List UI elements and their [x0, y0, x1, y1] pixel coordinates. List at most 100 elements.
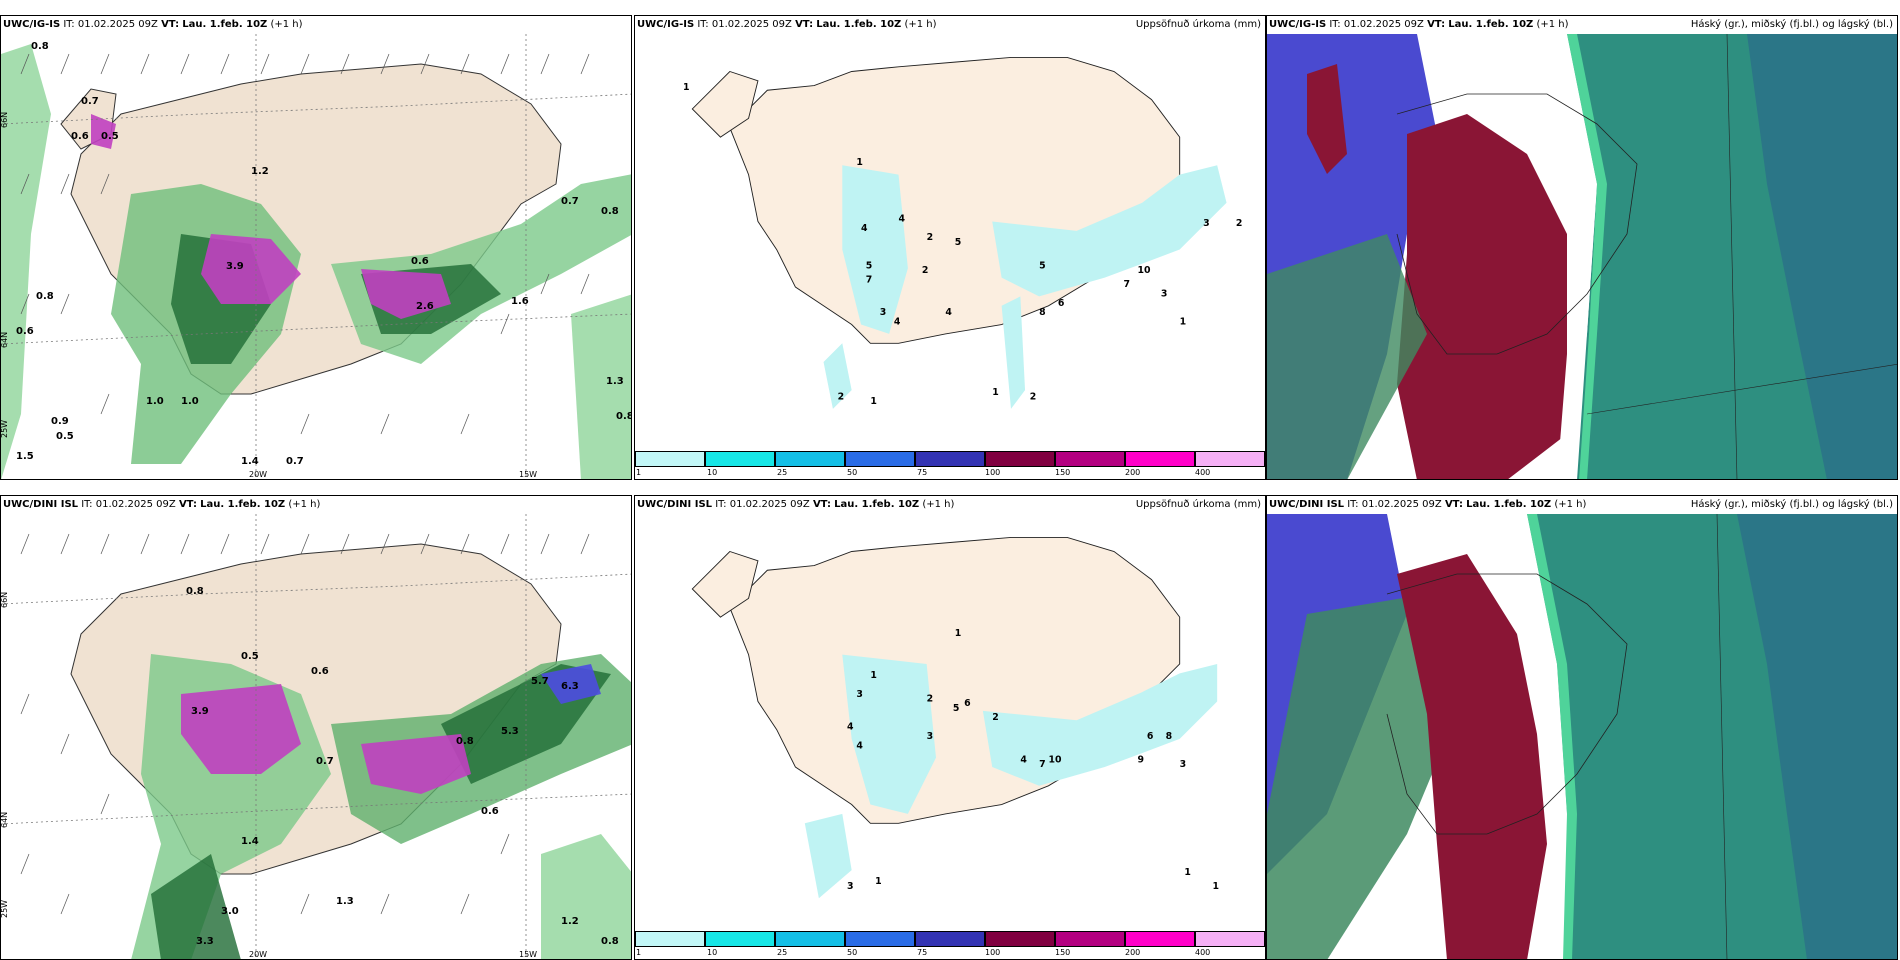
colorbar-segment [705, 931, 775, 947]
precip-value: 1.6 [511, 296, 529, 307]
light-cyan-accum [804, 813, 852, 899]
accum-value: 2 [992, 712, 999, 723]
precip-value: 0.8 [616, 411, 632, 422]
precip-value: 0.6 [16, 326, 34, 337]
colorbar-segment [705, 451, 775, 467]
cloud-map [1267, 34, 1897, 479]
green-precip-band [541, 834, 631, 959]
low-cloud-area [1307, 64, 1347, 174]
white-gap [1487, 514, 1567, 959]
lat-line [1, 793, 631, 825]
accum-value: 7 [866, 274, 873, 285]
accum-value: 5 [1039, 260, 1046, 271]
colorbar-tick: 150 [1055, 468, 1071, 477]
accum-value: 2 [1236, 218, 1243, 229]
panel-header: UWC/IG-IS IT: 01.02.2025 09Z VT: Lau. 1.… [3, 19, 303, 30]
colorbar-tick: 200 [1125, 948, 1141, 957]
colorbar-segment [1195, 931, 1265, 947]
precip-value: 5.7 [531, 676, 549, 687]
colorbar-tick: 25 [777, 468, 788, 477]
colorbar-segment [775, 931, 845, 947]
lon-label: 20W [249, 470, 267, 479]
dark-green-core [151, 854, 241, 959]
colorbar-tick: 25 [777, 948, 788, 957]
colorbar-segment [1055, 451, 1125, 467]
accum-value: 3 [1161, 288, 1168, 299]
light-cyan-accum [992, 165, 1227, 297]
colorbar-segment [635, 931, 705, 947]
lon-label: 15W [519, 950, 537, 959]
lat-line [1, 313, 631, 345]
colorbar-tick: 10 [707, 468, 718, 477]
colorbar-tick: 1 [636, 948, 642, 957]
accum-value: 4 [861, 223, 868, 234]
lat-label: 64N [1, 812, 9, 828]
green-precip-band [571, 294, 631, 479]
accum-value: 3 [1180, 759, 1187, 770]
precip-value: 0.7 [81, 96, 99, 107]
colorbar-segment [1125, 931, 1195, 947]
accum-value: 6 [964, 698, 971, 709]
accum-value: 1 [870, 670, 877, 681]
lat-line [1, 93, 631, 125]
panel-ig-accum: UWC/IG-IS IT: 01.02.2025 09Z VT: Lau. 1.… [634, 15, 1266, 480]
accum-value: 1 [1212, 881, 1219, 892]
precip-value: 0.8 [36, 291, 54, 302]
precip-value: 1.0 [181, 396, 199, 407]
precip-value: 5.3 [501, 726, 519, 737]
panel-header: UWC/DINI ISL IT: 01.02.2025 09Z VT: Lau.… [637, 499, 955, 510]
colorbar-tick: 50 [847, 468, 858, 477]
panel-dini-accum: UWC/DINI ISL IT: 01.02.2025 09Z VT: Lau.… [634, 495, 1266, 960]
nw-peninsula [691, 70, 759, 138]
accum-value: 4 [894, 317, 901, 328]
accum-value: 5 [953, 703, 960, 714]
precip-value: 0.8 [601, 936, 619, 947]
precip-value: 0.5 [101, 131, 119, 142]
low-cloud-area [1397, 114, 1577, 479]
precip-value: 1.2 [561, 916, 579, 927]
panel-header: UWC/DINI ISL IT: 01.02.2025 09Z VT: Lau.… [3, 499, 321, 510]
colorbar-tick: 50 [847, 948, 858, 957]
light-cyan-accum [842, 654, 937, 814]
precip-value: 0.6 [411, 256, 429, 267]
accum-value: 3 [1203, 218, 1210, 229]
colorbar-tick: 150 [1055, 948, 1071, 957]
colorbar-tick: 400 [1195, 948, 1211, 957]
accum-value: 4 [899, 213, 906, 224]
accum-value: 4 [856, 740, 863, 751]
lat-label: 66N [1, 112, 9, 128]
accum-value: 2 [1030, 392, 1037, 403]
panel-dini-precip-wind: UWC/DINI ISL IT: 01.02.2025 09Z VT: Lau.… [0, 495, 632, 960]
precip-value: 0.8 [31, 41, 49, 52]
precip-value: 6.3 [561, 681, 579, 692]
accum-value: 9 [1138, 754, 1145, 765]
lon-line [1726, 34, 1738, 479]
mid-cloud-area [1267, 234, 1427, 479]
colorbar-tick: 100 [985, 948, 1001, 957]
accum-value: 1 [856, 157, 863, 168]
accum-value: 1 [870, 396, 877, 407]
lat-label: 64N [1, 332, 9, 348]
colorbar-segment [985, 931, 1055, 947]
precip-value: 0.7 [286, 456, 304, 467]
accum-value: 5 [955, 237, 962, 248]
colorbar: 1 10 25 50 75 100 150 200 400 [635, 931, 1265, 959]
panel-header: UWC/IG-IS IT: 01.02.2025 09Z VT: Lau. 1.… [637, 19, 937, 30]
precip-labels: 0.8 0.5 0.6 3.9 5.7 6.3 0.8 5.3 3.0 3.3 … [186, 586, 619, 947]
accum-value: 3 [847, 881, 854, 892]
light-cyan-accum [842, 165, 908, 334]
precip-value: 1.5 [16, 451, 34, 462]
panel-header: UWC/DINI ISL IT: 01.02.2025 09Z VT: Lau.… [1269, 499, 1587, 510]
precip-value: 0.7 [316, 756, 334, 767]
accum-value: 8 [1166, 731, 1173, 742]
magenta-heavy [201, 234, 301, 304]
cloud-map [1267, 514, 1897, 959]
precip-value: 0.5 [241, 651, 259, 662]
colorbar-segment [1125, 451, 1195, 467]
panel-title: Háský (gr.), miðský (fj.bl.) og lágský (… [1690, 19, 1893, 30]
low-cloud-area [1397, 554, 1547, 959]
colorbar-tick: 400 [1195, 468, 1211, 477]
high-cloud-area [1737, 514, 1897, 959]
accum-value: 4 [1020, 754, 1027, 765]
accum-precip-map: 1 1 4 4 7 5 3 4 2 5 2 4 8 6 3 5 3 2 1 10… [654, 34, 1248, 426]
